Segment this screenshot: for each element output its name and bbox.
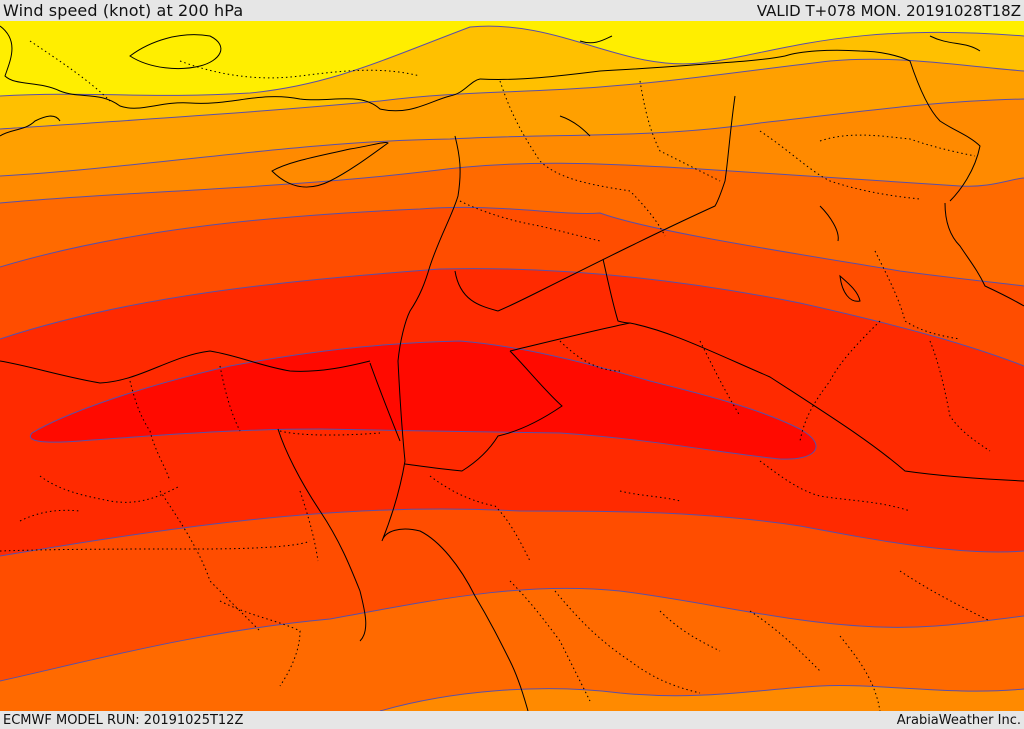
map-title: Wind speed (knot) at 200 hPa: [3, 1, 244, 20]
wind-band-jet-core: [30, 341, 817, 460]
wind-band-south-1: [0, 588, 1024, 711]
valid-time: VALID T+078 MON. 20191028T18Z: [756, 1, 1021, 20]
model-run: ECMWF MODEL RUN: 20191025T12Z: [3, 712, 244, 728]
wind-band-south-2: [380, 685, 1024, 711]
country-borders: [369, 49, 1024, 482]
admin-boundaries: [0, 40, 991, 711]
map-header: Wind speed (knot) at 200 hPa VALID T+078…: [0, 0, 1024, 21]
map-footer: ECMWF MODEL RUN: 20191025T12Z ArabiaWeat…: [0, 711, 1024, 729]
wind-speed-map: [0, 21, 1024, 711]
credit: ArabiaWeather Inc.: [896, 712, 1021, 728]
contour-lines: [0, 25, 1024, 711]
coastlines: [0, 25, 981, 711]
